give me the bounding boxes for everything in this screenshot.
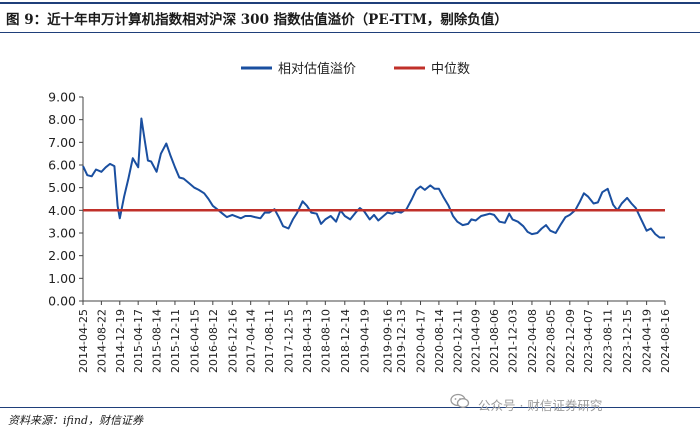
y-tick-label: 3.00 [48,226,76,241]
x-tick-label: 2023-12-15 [621,309,634,373]
x-tick-label: 2020-08-14 [433,309,446,373]
x-tick-label: 2024-08-16 [659,309,672,373]
x-tick-label: 2024-04-19 [641,309,654,373]
x-tick-label: 2021-08-06 [488,309,501,373]
x-tick-label: 2014-04-25 [77,309,90,373]
title-divider [0,32,700,33]
x-tick-label: 2019-12-13 [395,309,408,373]
y-tick-label: 8.00 [48,112,76,127]
x-tick-label: 2019-04-19 [358,309,371,373]
x-tick-label: 2014-12-19 [114,309,127,373]
source-note: 资料来源：ifind，财信证券 [8,414,143,427]
legend: 相对估值溢价 中位数 [241,61,470,77]
x-tick-label: 2015-08-14 [151,309,164,373]
x-tick-label: 2017-08-11 [263,309,276,373]
x-tick-label: 2018-12-14 [339,309,352,373]
x-tick-label: 2022-08-05 [544,309,557,373]
line-chart: 相对估值溢价 中位数 9.00 8.00 7.00 6.00 5.00 4.00 3.00 2.… [48,61,672,373]
x-tick-label: 2020-12-11 [451,309,464,373]
x-tick-label: 2022-04-08 [526,309,539,373]
x-tick-label: 2020-04-17 [415,309,428,373]
x-tick-label: 2019-09-16 [381,309,394,373]
y-tick-label: 5.00 [48,180,76,195]
x-axis: 2014-04-25 2014-08-22 2014-12-19 2015-04-17… [77,300,672,373]
top-border [0,2,700,4]
y-tick-label: 4.00 [48,203,76,218]
x-tick-label: 2023-04-07 [582,309,595,373]
x-tick-label: 2017-12-15 [283,309,296,373]
x-tick-label: 2017-04-14 [245,309,258,373]
x-tick-label: 2021-04-09 [470,309,483,373]
x-tick-label: 2016-04-15 [188,309,201,373]
legend-label-premium: 相对估值溢价 [278,61,356,77]
plot-area [82,117,665,239]
watermark-text: 公众号 · 财信证券研究 [478,398,603,413]
x-tick-label: 2015-04-17 [132,309,145,373]
y-tick-label: 7.00 [48,135,76,150]
figure-title: 图 9：近十年申万计算机指数相对沪深 300 指数估值溢价（PE-TTM，剔除负… [6,12,508,28]
x-tick-label: 2023-08-11 [602,309,615,373]
x-tick-label: 2021-12-03 [506,309,519,373]
y-tick-label: 9.00 [48,90,76,105]
bottom-divider [0,407,700,408]
y-tick-label: 2.00 [48,248,76,263]
wechat-icon [450,393,470,408]
legend-label-median: 中位数 [431,62,470,77]
x-tick-label: 2016-08-12 [207,309,220,373]
y-tick-label: 1.00 [48,271,76,286]
x-tick-label: 2014-08-22 [95,309,108,373]
x-tick-label: 2018-08-10 [319,309,332,373]
x-tick-label: 2022-12-09 [564,309,577,373]
y-tick-label: 6.00 [48,158,76,173]
y-axis: 9.00 8.00 7.00 6.00 5.00 4.00 3.00 2.00 1.00 0.00 [48,90,84,309]
y-tick-label: 0.00 [48,294,76,309]
x-tick-label: 2018-04-13 [301,309,314,373]
x-tick-label: 2016-12-16 [226,309,239,373]
x-tick-label: 2015-12-11 [169,309,182,373]
series-line-premium [82,117,665,239]
